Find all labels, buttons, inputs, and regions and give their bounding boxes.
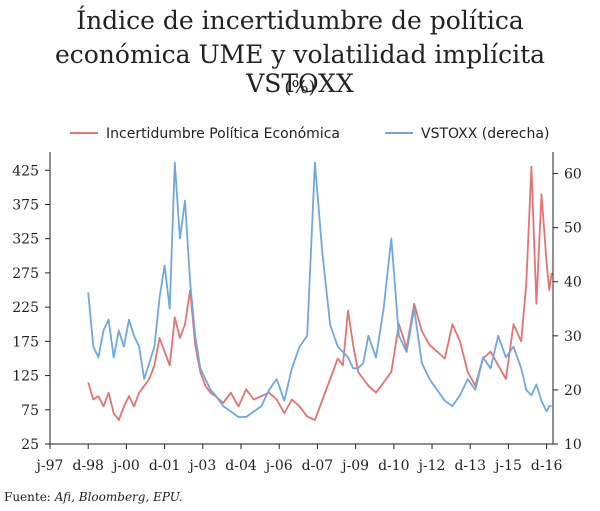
chart-subtitle: (%) [284,77,316,98]
chart-title-line-2: económica UME y volatilidad implícita VS… [54,40,546,98]
y-left-tick-label: 375 [12,197,39,213]
chart-title-line-1: Índice de incertidumbre de política [76,6,524,35]
series-line-vstoxx [87,161,552,418]
x-tick-label: d-07 [302,458,334,474]
x-tick-label: d-98 [72,458,104,474]
y-right-tick-label: 30 [564,329,582,345]
y-right-tick-label: 20 [564,383,582,399]
series-line-epu [87,165,553,421]
x-tick-label: d-10 [378,458,410,474]
y-right-tick-label: 10 [564,437,582,453]
source-note: Fuente: Afi, Bloomberg, EPU. [4,490,183,504]
y-right-tick-label: 50 [564,221,582,237]
x-tick-label: j-06 [264,458,293,474]
x-tick-label: j-09 [340,458,369,474]
x-tick-label: j-12 [417,458,446,474]
y-left-tick-label: 425 [12,163,39,179]
y-right-tick-label: 40 [564,275,582,291]
source-items: Afi, Bloomberg, EPU. [54,490,183,504]
y-right-tick-label: 60 [564,167,582,183]
y-left-tick-label: 125 [12,369,39,385]
y-left-tick-label: 175 [12,334,39,350]
legend-label-vstoxx: VSTOXX (derecha) [421,126,549,142]
source-prefix: Fuente: [4,490,51,504]
y-left-tick-label: 225 [12,300,39,316]
x-tick-label: j-03 [187,458,216,474]
x-tick-label: d-01 [149,458,181,474]
y-left-tick-label: 325 [12,232,39,248]
x-tick-label: d-04 [225,458,257,474]
y-left-tick-label: 25 [21,437,39,453]
axes: 25 75 125 175 225 275 325 375 425 10 20 30 40 50 60 j-9… [12,152,582,474]
x-tick-label: d-16 [531,458,563,474]
y-left-tick-label: 75 [21,403,39,419]
series-lines [87,161,553,421]
legend-label-epu: Incertidumbre Política Económica [106,126,340,142]
y-left-tick-label: 275 [12,266,39,282]
legend: Incertidumbre Política Económica VSTOXX … [70,126,549,142]
x-tick-label: j-15 [493,458,522,474]
x-tick-label: d-13 [454,458,486,474]
x-tick-label: j-97 [35,458,64,474]
x-tick-label: j-00 [111,458,140,474]
